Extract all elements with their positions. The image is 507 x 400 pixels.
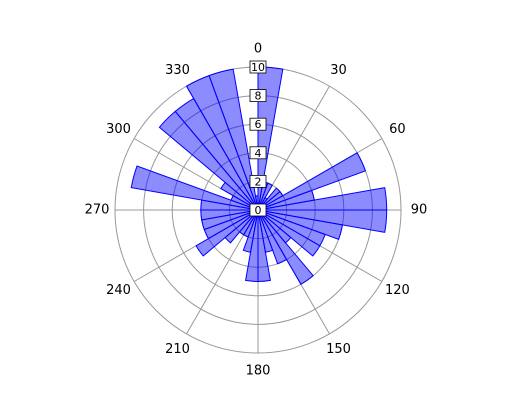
bar xyxy=(257,209,314,285)
theta-tick-label: 300 xyxy=(106,122,131,137)
bar xyxy=(130,165,259,211)
r-tick-box xyxy=(249,89,267,102)
r-tick-label: 6 xyxy=(255,118,262,131)
theta-tick-label: 120 xyxy=(385,283,410,298)
bar xyxy=(195,209,259,257)
r-tick-box xyxy=(249,117,267,131)
r-tick-box xyxy=(249,203,267,217)
r-tick-label: 2 xyxy=(255,175,262,188)
bar xyxy=(257,209,288,265)
r-tick-label: 4 xyxy=(255,147,262,160)
theta-tick-label: 330 xyxy=(165,63,190,78)
r-tick-box xyxy=(249,146,267,160)
theta-tick-label: 30 xyxy=(330,63,347,78)
bar xyxy=(208,68,259,211)
theta-tick-label: 270 xyxy=(85,203,110,218)
r-tick-label: 10 xyxy=(251,61,265,74)
bar xyxy=(257,152,367,211)
theta-tick-label: 90 xyxy=(411,203,428,218)
theta-tick-label: 180 xyxy=(246,364,271,379)
r-tick-label: 0 xyxy=(255,204,262,217)
r-tick-label: 8 xyxy=(255,90,262,103)
theta-tick-label: 60 xyxy=(389,122,406,137)
theta-tick-label: 0 xyxy=(254,42,262,57)
theta-tick-label: 210 xyxy=(165,342,190,357)
r-tick-box xyxy=(249,60,267,74)
theta-tick-label: 240 xyxy=(106,283,131,298)
bar xyxy=(257,209,321,257)
r-tick-box xyxy=(249,174,267,188)
theta-tick-label: 150 xyxy=(326,342,351,357)
